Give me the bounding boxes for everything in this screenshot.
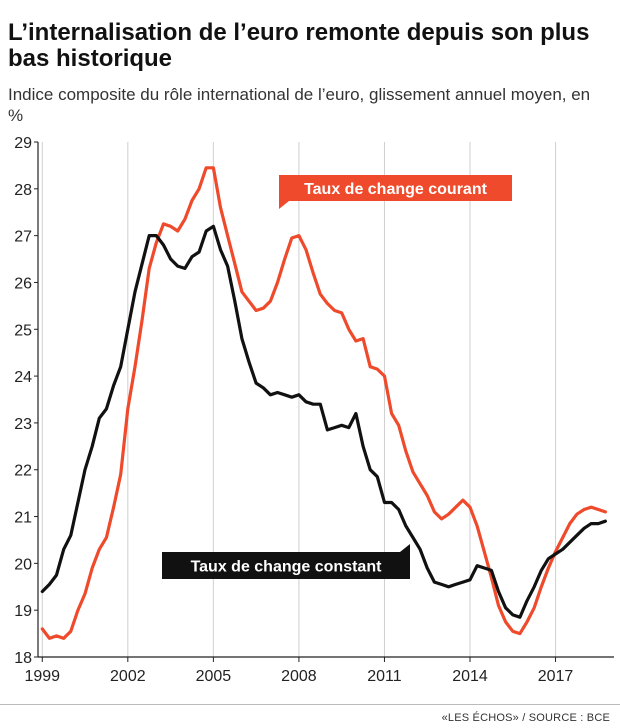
y-tick-label-29: 29 <box>14 135 32 152</box>
line-chart: 18 19 20 21 22 23 24 25 26 27 28 29 1999 2002 2005 2008… <box>14 135 614 685</box>
x-tick-label-2014: 2014 <box>452 668 488 685</box>
y-tick-label-19: 19 <box>14 603 32 620</box>
x-tick-label-1999: 1999 <box>24 668 60 685</box>
y-tick-label-20: 20 <box>14 556 32 573</box>
y-tick-label-26: 26 <box>14 275 32 292</box>
y-tick-label-24: 24 <box>14 369 32 386</box>
series-lines <box>40 166 608 640</box>
y-tick-label-23: 23 <box>14 416 32 433</box>
label-taux-courant-pointer <box>279 201 289 209</box>
x-tick-label-2002: 2002 <box>110 668 146 685</box>
gridlines <box>41 142 557 657</box>
footer-divider <box>0 704 620 705</box>
x-tick-label-2011: 2011 <box>367 668 402 685</box>
label-taux-constant: Taux de change constant <box>162 544 410 579</box>
y-tick-label-18: 18 <box>14 650 32 667</box>
source-note: «LES ÉCHOS» / SOURCE : BCE <box>441 712 610 724</box>
x-tick-label-2008: 2008 <box>281 668 317 685</box>
series-line-taux-constant <box>40 224 608 619</box>
y-tick-label-25: 25 <box>14 322 32 339</box>
label-taux-constant-box <box>162 552 410 579</box>
label-taux-courant-box <box>279 175 512 201</box>
y-tick-label-28: 28 <box>14 182 32 199</box>
chart-title: L’internalisation de l’euro remonte depu… <box>8 19 590 72</box>
y-tick-label-21: 21 <box>14 510 32 527</box>
series-labels: Taux de change courant Taux de change con… <box>162 175 512 579</box>
series-line-taux-courant <box>40 166 608 640</box>
x-tick-label-2005: 2005 <box>196 668 232 685</box>
label-taux-courant: Taux de change courant <box>279 175 512 209</box>
chart-subtitle: Indice composite du rôle international d… <box>8 85 591 125</box>
label-taux-constant-pointer <box>400 544 410 552</box>
x-tick-label-2017: 2017 <box>538 668 574 685</box>
y-tick-label-27: 27 <box>14 229 32 246</box>
label-taux-constant-text: Taux de change constant <box>191 559 383 576</box>
label-taux-courant-text: Taux de change courant <box>304 181 488 198</box>
y-tick-label-22: 22 <box>14 463 32 480</box>
axes: 18 19 20 21 22 23 24 25 26 27 28 29 1999 2002 2005 2008… <box>14 135 614 685</box>
